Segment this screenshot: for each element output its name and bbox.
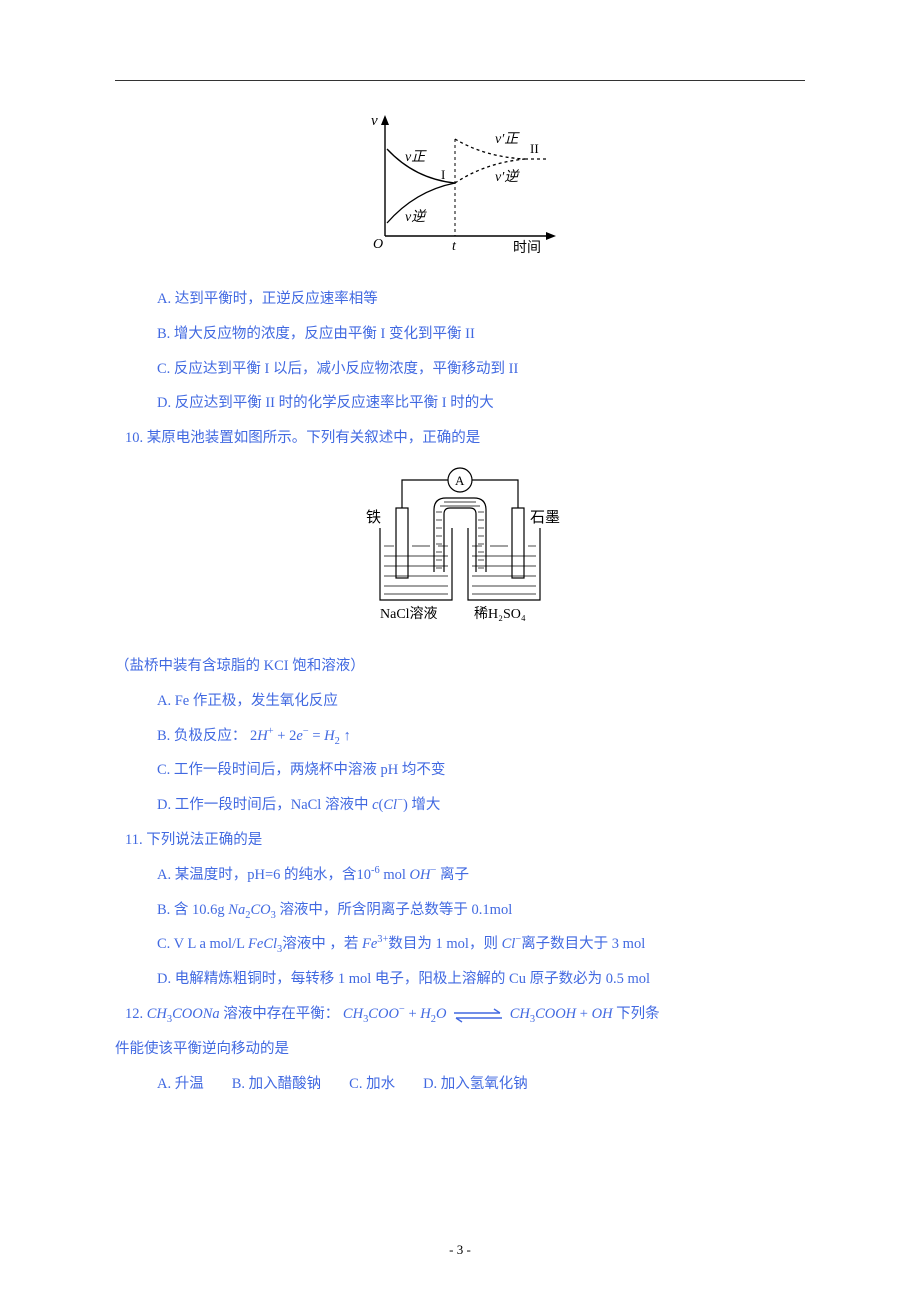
q9-option-d: D. 反应达到平衡 II 时的化学反应速率比平衡 I 时的大 [115, 386, 805, 421]
q11-b-prefix: B. 含 10.6g [157, 902, 228, 918]
q11-c-prefix: C. V L a mol/L [157, 936, 248, 952]
v-forward-label: v正 [405, 150, 427, 165]
x-axis-label: 时间 [513, 240, 541, 256]
q12-num: 12. [125, 1006, 147, 1022]
q12-option-b: B. 加入醋酸钠 [232, 1067, 321, 1102]
left-electrode-label: 铁 [366, 509, 381, 526]
q11-c-suffix: 离子数目大于 3 mol [521, 936, 645, 952]
q9-option-a: A. 达到平衡时，正逆反应速率相等 [115, 282, 805, 317]
q10-option-a: A. Fe 作正极，发生氧化反应 [115, 684, 805, 719]
q9-option-b: B. 增大反应物的浓度，反应由平衡 I 变化到平衡 II [115, 317, 805, 352]
q11-a-mol: mol [380, 867, 410, 883]
q12-option-d: D. 加入氢氧化钠 [423, 1067, 528, 1102]
q12-mid1: 溶液中存在平衡： [223, 1006, 339, 1022]
q10-b-equation: 2H+ + 2e− = H2 ↑ [250, 728, 351, 744]
left-solution-label: NaCl溶液 [380, 606, 438, 622]
t-label: t [452, 239, 457, 254]
galvanic-cell-diagram: A [115, 464, 805, 631]
q12-tail: 下列条 [616, 1006, 660, 1022]
ammeter-label: A [455, 473, 465, 488]
origin-label: O [373, 237, 383, 252]
q11-a-base: 10 [357, 867, 372, 883]
q11-option-c: C. V L a mol/L FeCl3溶液中 ，若 Fe3+数目为 1 mol… [115, 927, 805, 962]
q10-option-c: C. 工作一段时间后，两烧杯中溶液 pH 均不变 [115, 753, 805, 788]
q10-note: （盐桥中装有含琼脂的 KCI 饱和溶液） [115, 649, 805, 684]
q12-wrap: 件能使该平衡逆向移动的是 [115, 1032, 805, 1067]
q11-a-prefix: A. 某温度时，pH=6 的纯水，含 [157, 867, 357, 883]
q11-option-b: B. 含 10.6g Na2CO3 溶液中，所含阴离子总数等于 0.1mol [115, 893, 805, 928]
y-axis-label: v [371, 113, 378, 129]
q11-c-cl: Cl [502, 936, 516, 952]
top-horizontal-rule [115, 80, 805, 81]
q10-b-prefix: B. 负极反应： [157, 728, 246, 744]
q12-stem: 12. CH3COONa 溶液中存在平衡： CH3COO− + H2O CH3C… [115, 997, 805, 1032]
equilibrium-arrow-icon [450, 1007, 506, 1023]
right-electrode-label: 石墨 [530, 510, 560, 526]
q10-option-d: D. 工作一段时间后，NaCl 溶液中 c(Cl−) 增大 [115, 788, 805, 823]
q12-option-c: C. 加水 [349, 1067, 395, 1102]
q11-c-fe: Fe [362, 936, 377, 952]
q11-a-species: OH [410, 867, 431, 883]
q12-option-a: A. 升温 [157, 1067, 204, 1102]
q10-d-suffix: 增大 [411, 797, 440, 813]
right-solution-label: 稀H₂SO₄ [474, 606, 526, 622]
q9-option-c: C. 反应达到平衡 I 以后，减小反应物浓度，平衡移动到 II [115, 352, 805, 387]
q10-d-prefix: D. 工作一段时间后，NaCl 溶液中 [157, 797, 368, 813]
v-reverse-label: v逆 [405, 209, 427, 225]
q11-b-suffix: 溶液中，所含阴离子总数等于 0.1mol [279, 902, 512, 918]
q11-c-fe-charge: 3+ [377, 935, 388, 946]
rate-time-graph: v v正 v逆 I II v′正 v′逆 O t 时间 [115, 111, 805, 264]
q11-option-a: A. 某温度时，pH=6 的纯水，含10-6 mol OH− 离子 [115, 858, 805, 893]
v-reverse-prime-label: v′逆 [495, 169, 520, 185]
q10-option-b: B. 负极反应： 2H+ + 2e− = H2 ↑ [115, 719, 805, 754]
v-forward-prime-label: v′正 [495, 132, 520, 147]
q11-c-mid2: 数目为 1 mol，则 [388, 936, 501, 952]
q11-option-d: D. 电解精炼粗铜时，每转移 1 mol 电子，阳极上溶解的 Cu 原子数必为 … [115, 962, 805, 997]
q10-stem: 10. 某原电池装置如图所示。下列有关叙述中，正确的是 [115, 421, 805, 456]
q11-a-suffix: 离子 [436, 867, 469, 883]
q12-options: A. 升温 B. 加入醋酸钠 C. 加水 D. 加入氢氧化钠 [115, 1067, 805, 1102]
q11-stem: 11. 下列说法正确的是 [115, 823, 805, 858]
page-number: - 3 - [0, 1242, 920, 1258]
region-II-label: II [530, 141, 539, 156]
q11-c-mid1: 溶液中 ，若 [282, 936, 362, 952]
region-I-label: I [441, 167, 445, 182]
q11-a-sup: -6 [371, 865, 380, 876]
